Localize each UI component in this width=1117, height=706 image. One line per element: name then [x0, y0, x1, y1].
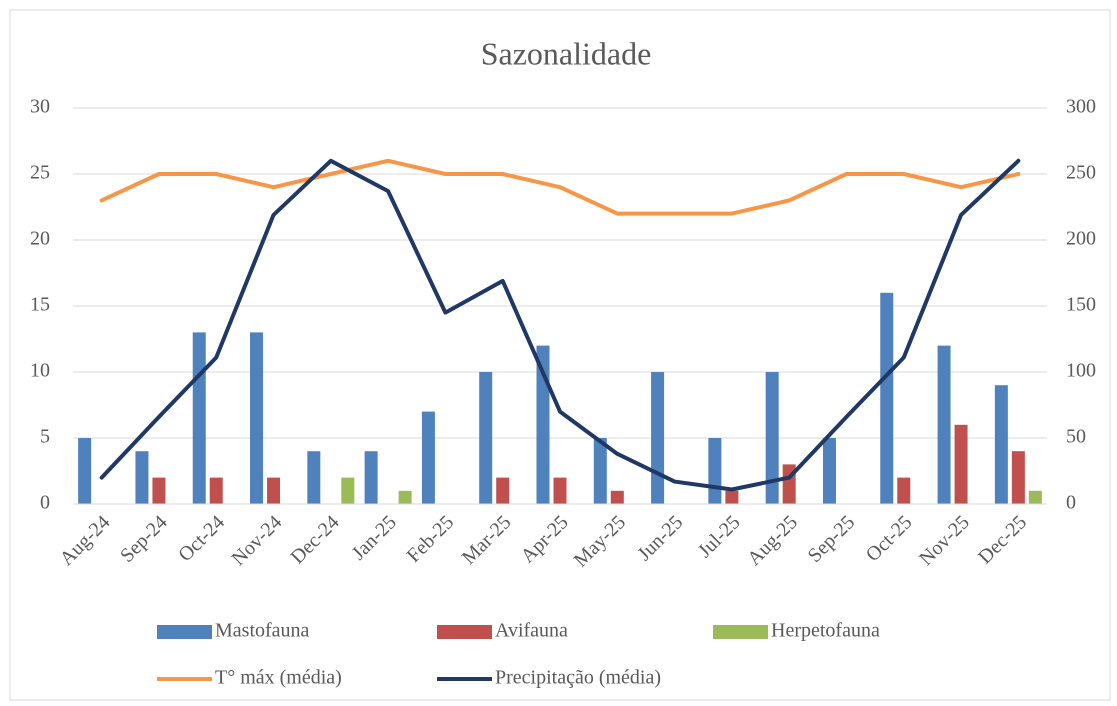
bar	[593, 438, 607, 504]
bar	[364, 451, 378, 504]
y2-tick-label: 100	[1066, 360, 1096, 382]
legend-swatch	[437, 625, 492, 639]
bar	[610, 490, 624, 504]
chart-title: Sazonalidade	[481, 35, 652, 71]
bar	[651, 372, 665, 504]
y-tick-label: 20	[30, 228, 50, 250]
bar	[708, 438, 722, 504]
legend-label: Herpetofauna	[771, 620, 880, 642]
bar	[267, 477, 281, 504]
bar	[78, 438, 92, 504]
bar	[897, 477, 911, 504]
legend-label: Mastofauna	[215, 620, 310, 642]
bar	[725, 490, 739, 504]
bar	[398, 490, 412, 504]
bar	[994, 385, 1008, 504]
y-tick-label: 15	[30, 294, 50, 316]
legend-label: Avifauna	[495, 620, 568, 642]
y2-tick-label: 200	[1066, 228, 1096, 250]
bar	[937, 345, 951, 504]
y2-tick-label: 150	[1066, 294, 1096, 316]
legend-swatch	[713, 625, 768, 639]
bar	[135, 451, 149, 504]
bar	[1028, 490, 1042, 504]
y2-tick-label: 250	[1066, 162, 1096, 184]
bar	[496, 477, 510, 504]
bar	[553, 477, 567, 504]
y-tick-label: 30	[30, 96, 50, 118]
y-tick-label: 5	[40, 426, 50, 448]
line-series	[99, 158, 1021, 492]
y2-tick-label: 50	[1066, 426, 1086, 448]
legend-label: Precipitação (média)	[495, 667, 661, 689]
y2-tick-label: 300	[1066, 96, 1096, 118]
bar	[250, 332, 264, 504]
y-tick-label: 25	[30, 162, 50, 184]
line-series	[99, 158, 1021, 216]
bar	[341, 477, 355, 504]
bar	[765, 372, 779, 504]
bar	[479, 372, 493, 504]
bar	[307, 451, 321, 504]
y2-tick-label: 0	[1066, 492, 1076, 514]
bar	[421, 411, 435, 504]
bar	[822, 438, 836, 504]
bar	[152, 477, 166, 504]
y-tick-label: 10	[30, 360, 50, 382]
y-tick-label: 0	[40, 492, 50, 514]
bar	[1011, 451, 1025, 504]
bar	[209, 477, 223, 504]
bar	[192, 332, 206, 504]
bar	[954, 424, 968, 504]
legend-swatch	[157, 625, 212, 639]
legend-label: T° máx (média)	[215, 667, 342, 689]
bar	[880, 292, 894, 504]
